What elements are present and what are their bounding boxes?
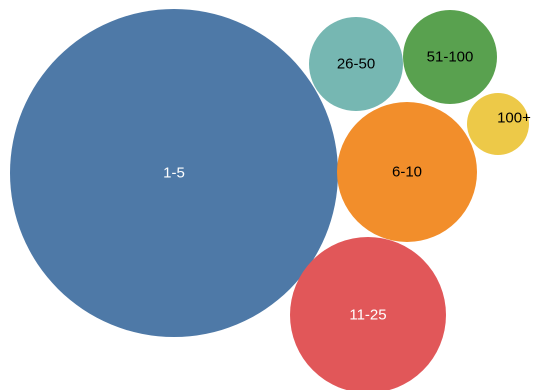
bubble-26-50: 26-50 bbox=[309, 17, 403, 111]
bubble-circle bbox=[403, 10, 497, 104]
bubble-51-100: 51-100 bbox=[403, 10, 497, 104]
bubble-circle bbox=[337, 102, 477, 242]
bubble-circle bbox=[467, 93, 529, 155]
bubble-100plus: 100+ bbox=[467, 93, 531, 155]
bubble-label: 26-50 bbox=[337, 56, 375, 73]
bubble-11-25: 11-25 bbox=[290, 237, 446, 390]
bubble-label: 1-5 bbox=[163, 165, 185, 182]
bubble-1-5: 1-5 bbox=[10, 9, 338, 337]
bubble-label: 51-100 bbox=[427, 49, 474, 66]
bubble-circle bbox=[10, 9, 338, 337]
bubble-6-10: 6-10 bbox=[337, 102, 477, 242]
bubble-label: 100+ bbox=[497, 110, 531, 127]
bubble-label: 6-10 bbox=[392, 164, 422, 181]
bubble-circle bbox=[309, 17, 403, 111]
bubble-circle bbox=[290, 237, 446, 390]
bubble-label: 11-25 bbox=[349, 307, 386, 324]
